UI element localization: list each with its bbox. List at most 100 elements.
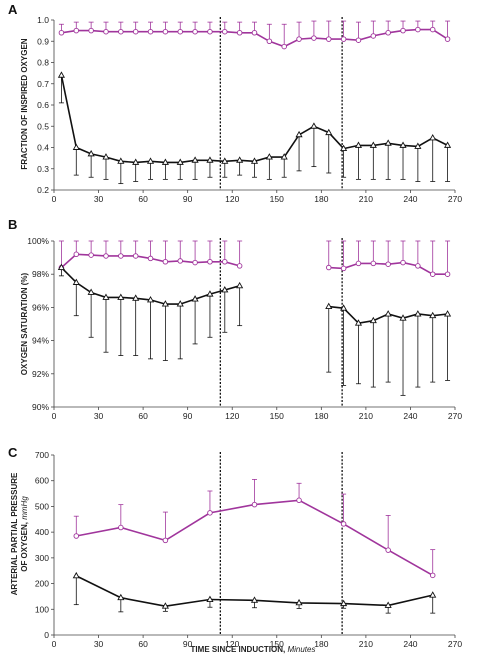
panel-c-black-point — [384, 601, 392, 608]
panel-b-ytick-label: 98% — [32, 269, 49, 279]
panel-b-black-point — [57, 263, 65, 271]
panel-a-purple-point — [385, 30, 391, 36]
panel-b-black-point — [354, 319, 363, 326]
ylabel-unit: mmHg — [20, 496, 29, 520]
panel-a-black-point — [325, 128, 333, 136]
panel-b-xtick-label: 0 — [52, 411, 57, 421]
panel-c-purple-point — [207, 510, 213, 516]
panel-a-purple-point — [236, 30, 243, 36]
panel-a: A FRACTION OF INSPIRED OXYGEN 0.2 0.3 0.4 0… — [8, 2, 462, 204]
panel-a-black-point — [444, 141, 452, 148]
panel-b-xtick-label: 30 — [94, 411, 104, 421]
panel-c-xtick-label: 120 — [225, 639, 239, 649]
panel-b-black-point — [325, 302, 333, 310]
panel-b-black-point — [72, 278, 80, 285]
panel-a-xtick-label: 30 — [94, 194, 104, 204]
panel-b-purple-point — [103, 253, 109, 259]
panel-c-xtick-label: 270 — [448, 639, 462, 649]
panel-b: B OXYGEN SATURATION (%) 90% 92% 94% 96% 98% 1… — [8, 217, 462, 421]
panel-a-purple-point — [118, 28, 124, 35]
panel-a-xtick-label: 150 — [270, 194, 284, 204]
panel-a-black-point — [369, 141, 377, 148]
panel-a-purple-point — [429, 26, 436, 33]
panel-b-ytick-label: 100% — [27, 236, 49, 246]
panel-a-purple-point — [355, 37, 362, 43]
panel-c: C ARTERIAL PARTIAL PRESSURE OF OXYGEN, m… — [8, 445, 462, 654]
panel-c-xtick-label: 0 — [52, 639, 57, 649]
panel-b-ytick-label: 94% — [32, 336, 49, 346]
panel-a-xtick-label: 270 — [448, 194, 462, 204]
panel-b-xtick-label: 240 — [403, 411, 417, 421]
panel-a-black-point — [310, 122, 318, 129]
panel-c-black-point — [429, 591, 437, 598]
panel-a-black-point — [250, 157, 259, 164]
panel-c-purple-point — [340, 521, 347, 527]
panel-c-xlabel: TIME SINCE INDUCTION, Minutes — [191, 645, 316, 654]
panel-a-ytick-label: 0.2 — [37, 185, 49, 195]
panel-a-purple-point — [370, 33, 377, 39]
xlabel-main: TIME SINCE INDUCTION, — [191, 645, 288, 654]
panel-c-ytick-label: 200 — [35, 579, 49, 589]
panel-a-black-point — [161, 158, 169, 165]
panel-b-purple-point — [118, 253, 124, 259]
panel-a-purple-point — [400, 27, 406, 34]
panel-a-purple-point — [281, 43, 287, 50]
panel-a-xtick-label: 60 — [138, 194, 148, 204]
panel-a-black-point — [117, 157, 125, 164]
panel-b-ytick-label: 96% — [32, 302, 49, 312]
panel-a-black-point — [236, 156, 244, 163]
panel-a-letter: A — [8, 2, 18, 17]
panel-c-xtick-label: 30 — [94, 639, 104, 649]
panel-a-purple-point — [103, 28, 109, 35]
panel-c-ytick-label: 700 — [35, 450, 49, 460]
panel-b-xtick-label: 210 — [359, 411, 373, 421]
panel-b-letter: B — [8, 217, 17, 232]
panel-a-purple-point — [326, 36, 332, 42]
panel-c-ytick-label: 100 — [35, 604, 49, 614]
panel-b-black-point — [176, 300, 184, 307]
panel-b-black-point — [340, 304, 348, 311]
panel-b-black-point — [221, 286, 229, 293]
panel-b-xtick-label: 180 — [314, 411, 328, 421]
panel-c-xtick-label: 150 — [270, 639, 284, 649]
panel-a-ytick-label: 0.3 — [37, 164, 49, 174]
panel-b-black-point — [236, 281, 244, 289]
panel-b-xtick-label: 90 — [183, 411, 193, 421]
panel-a-black-series-line — [60, 75, 448, 164]
panel-a-purple-point — [177, 28, 183, 35]
panel-a-xtick-label: 0 — [52, 194, 57, 204]
panel-a-purple-point — [88, 27, 94, 34]
panel-a-ytick-label: 0.5 — [37, 121, 49, 131]
panel-c-purple-point — [73, 533, 80, 539]
panel-b-black-point — [414, 310, 422, 317]
panel-a-black-point — [102, 153, 110, 160]
panel-b-black-point — [132, 294, 140, 301]
panel-a-xtick-label: 90 — [183, 194, 193, 204]
panel-b-xtick-label: 270 — [448, 411, 462, 421]
panel-a-ytick-label: 0.8 — [37, 58, 49, 68]
panel-c-xtick-label: 60 — [138, 639, 148, 649]
panel-c-ytick-label: 0 — [44, 630, 49, 640]
panel-c-purple-series-line — [76, 499, 434, 576]
panel-a-xtick-label: 120 — [225, 194, 239, 204]
panel-a-black-point — [295, 130, 303, 138]
panel-b-purple-point — [236, 263, 243, 269]
panel-c-black-point — [340, 599, 348, 607]
panel-a-black-point — [265, 153, 273, 160]
panel-a-xtick-label: 180 — [314, 194, 328, 204]
panel-a-xtick-label: 240 — [403, 194, 417, 204]
panel-a-purple-point — [192, 28, 198, 35]
panel-b-black-point — [384, 310, 392, 317]
panel-a-black-point — [87, 149, 95, 157]
panel-a-purple-point — [311, 35, 317, 41]
panel-a-black-point — [191, 156, 199, 163]
panel-c-black-point — [295, 598, 303, 606]
panel-c-purple-point — [162, 537, 169, 544]
panel-c-xtick-label: 90 — [183, 639, 193, 649]
panel-b-purple-point — [355, 260, 362, 267]
panel-c-ytick-label: 500 — [35, 501, 49, 511]
panel-b-purple-point — [444, 271, 451, 277]
panel-a-purple-point — [251, 30, 258, 36]
panel-a-ytick-label: 0.7 — [37, 79, 49, 89]
panel-c-purple-point — [296, 497, 302, 504]
